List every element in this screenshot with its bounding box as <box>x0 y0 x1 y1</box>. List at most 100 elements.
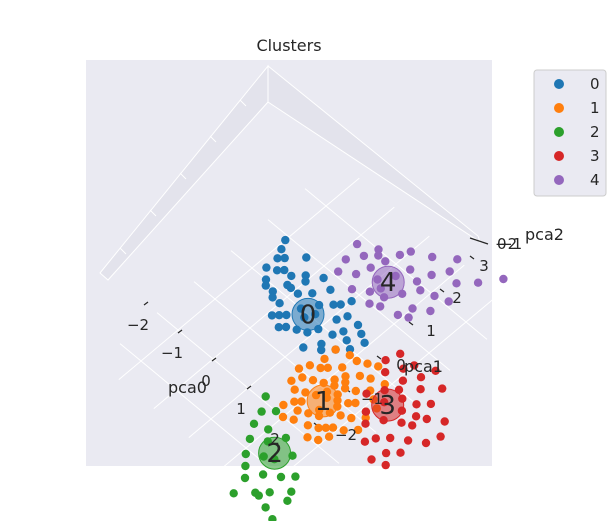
data-point-series-0 <box>287 271 296 281</box>
data-point-series-4 <box>395 250 405 260</box>
data-point-series-0 <box>281 235 290 245</box>
z-tick-label: 0 <box>497 235 507 253</box>
data-point-series-1 <box>331 345 340 354</box>
data-point-series-0 <box>317 339 326 349</box>
data-point-series-2 <box>254 491 263 500</box>
data-point-series-1 <box>351 386 360 396</box>
data-point-series-2 <box>271 407 281 416</box>
data-point-series-0 <box>273 254 282 263</box>
data-point-series-0 <box>328 330 337 339</box>
data-point-series-0 <box>275 299 284 308</box>
data-point-series-3 <box>416 373 426 382</box>
x-axis-label: pca0 <box>168 378 207 397</box>
centroid-label-3: 3 <box>379 391 396 421</box>
grid-line-z <box>119 247 127 255</box>
data-point-series-2 <box>229 489 238 498</box>
y-tick-mark <box>408 321 414 326</box>
legend-marker-1 <box>554 103 564 113</box>
data-point-series-0 <box>301 277 310 286</box>
data-point-series-0 <box>302 253 311 262</box>
data-point-series-0 <box>353 320 363 330</box>
data-point-series-1 <box>287 376 296 385</box>
data-point-series-1 <box>328 423 338 432</box>
x-tick-mark <box>177 329 183 334</box>
centroid-label-0: 0 <box>300 300 317 330</box>
data-point-series-1 <box>344 399 353 408</box>
data-point-series-3 <box>396 349 405 358</box>
data-point-series-1 <box>294 364 304 373</box>
y-tick-label: 2 <box>452 289 462 307</box>
data-point-series-0 <box>336 300 345 309</box>
data-point-series-4 <box>416 286 425 295</box>
grid-line-z <box>179 172 187 180</box>
data-point-series-1 <box>298 373 307 382</box>
grid-line-y <box>267 219 451 371</box>
data-point-series-4 <box>381 257 390 266</box>
data-point-series-3 <box>398 376 408 385</box>
data-point-series-0 <box>332 315 341 324</box>
data-point-series-1 <box>341 372 350 381</box>
data-point-series-2 <box>249 419 259 428</box>
data-point-series-0 <box>272 266 282 275</box>
data-point-series-1 <box>374 362 383 371</box>
legend-marker-0 <box>554 79 564 89</box>
data-point-series-0 <box>326 285 335 294</box>
data-point-series-4 <box>393 310 403 320</box>
data-point-series-1 <box>323 363 332 372</box>
data-point-series-4 <box>334 267 343 276</box>
data-point-series-4 <box>406 265 415 274</box>
data-point-series-2 <box>257 407 266 416</box>
data-point-series-3 <box>361 407 371 416</box>
grid-line-y <box>193 281 377 433</box>
grid-line-z <box>239 99 247 107</box>
legend: 0 1 2 3 4 <box>533 69 607 197</box>
data-point-series-0 <box>319 273 328 283</box>
y-tick-labels: −2 −1 0 1 2 3 <box>335 257 489 444</box>
legend-frame <box>533 69 607 197</box>
data-point-series-1 <box>316 363 325 373</box>
data-point-series-4 <box>366 263 375 272</box>
x-tick-label: 2 <box>270 430 280 448</box>
data-point-series-4 <box>365 287 375 296</box>
data-point-series-1 <box>330 375 339 384</box>
data-point-series-0 <box>342 336 351 345</box>
data-point-series-0 <box>317 345 326 355</box>
z-tick-label: −2 <box>495 235 517 253</box>
data-point-series-3 <box>397 418 406 427</box>
data-point-series-3 <box>396 448 405 457</box>
data-point-series-4 <box>374 245 383 254</box>
data-point-series-2 <box>276 472 286 482</box>
data-point-series-3 <box>438 384 447 393</box>
data-point-series-1 <box>353 425 363 435</box>
centroid-marker-3 <box>371 388 405 422</box>
grid-line-z <box>209 135 217 143</box>
data-point-series-2 <box>287 487 296 496</box>
data-point-series-2 <box>261 503 270 512</box>
y-tick-mark <box>376 355 382 360</box>
centroid-label-4: 4 <box>380 268 397 298</box>
data-point-series-2 <box>241 461 250 471</box>
legend-marker-3 <box>554 151 564 161</box>
data-point-series-4 <box>347 285 357 294</box>
y-tick-mark <box>439 288 445 293</box>
data-point-series-0 <box>277 245 286 254</box>
data-point-series-0 <box>339 327 348 336</box>
data-point-series-4 <box>341 255 350 264</box>
data-point-series-0 <box>274 323 283 332</box>
data-point-series-1 <box>297 397 306 406</box>
legend-label-2: 2 <box>590 123 600 141</box>
data-point-series-1 <box>321 423 330 432</box>
data-point-series-1 <box>314 423 323 433</box>
data-point-series-4 <box>406 247 415 256</box>
data-point-series-1 <box>303 433 312 442</box>
data-point-series-3 <box>421 438 431 448</box>
x-tick-label: −1 <box>161 344 183 362</box>
data-point-series-0 <box>301 271 310 280</box>
3d-panes <box>99 64 481 281</box>
data-point-series-0 <box>282 310 291 320</box>
data-point-series-0 <box>280 265 289 275</box>
data-point-series-0 <box>345 345 355 354</box>
x-tick-labels: −2 −1 0 1 2 <box>127 316 280 448</box>
data-point-series-4 <box>365 299 374 308</box>
